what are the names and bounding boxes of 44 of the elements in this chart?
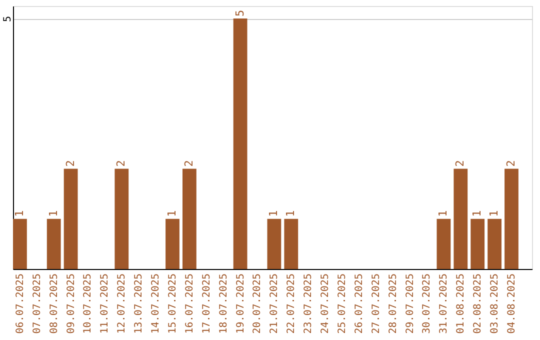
x-tick-label: 23.07.2025 (303, 274, 314, 334)
data-label: 5 (233, 10, 246, 17)
data-label: 1 (488, 210, 501, 217)
x-tick-label: 10.07.2025 (82, 274, 94, 334)
x-tick-label: 18.07.2025 (218, 274, 230, 334)
x-tick-label: 17.07.2025 (201, 274, 212, 334)
x-tick-label: 07.07.2025 (32, 274, 43, 334)
data-label: 1 (470, 210, 484, 217)
data-label: 1 (165, 210, 178, 217)
x-tick-label: 22.07.2025 (286, 274, 298, 334)
data-label: 2 (454, 160, 467, 167)
x-tick-label: 04.08.2025 (506, 274, 518, 334)
x-tick-label: 27.07.2025 (370, 274, 382, 334)
data-label: 2 (114, 160, 128, 167)
x-tick-label: 26.07.2025 (354, 274, 365, 334)
x-tick-label: 31.07.2025 (438, 274, 450, 334)
x-tick-label: 30.07.2025 (422, 274, 433, 334)
x-tick-label: 14.07.2025 (150, 274, 162, 334)
x-tick-label: 09.07.2025 (66, 274, 77, 334)
data-label: 2 (64, 160, 77, 167)
x-tick-label: 28.07.2025 (388, 274, 399, 334)
x-tick-label: 12.07.2025 (116, 274, 128, 334)
data-label: 1 (284, 210, 298, 217)
data-label: 1 (12, 210, 26, 217)
x-tick-label: 01.08.2025 (456, 274, 467, 334)
x-tick-label: 29.07.2025 (404, 274, 416, 334)
x-tick-label: 16.07.2025 (184, 274, 196, 334)
x-tick-label: 02.08.2025 (472, 274, 484, 334)
x-tick-label: 25.07.2025 (336, 274, 348, 334)
data-label: 1 (267, 210, 280, 217)
x-tick-label: 13.07.2025 (134, 274, 145, 334)
x-tick-label: 21.07.2025 (269, 274, 280, 334)
x-tick-label: 24.07.2025 (320, 274, 332, 334)
x-tick-label: 03.08.2025 (490, 274, 501, 334)
x-tick-label: 11.07.2025 (100, 274, 111, 334)
data-label: 1 (436, 210, 450, 217)
x-tick-label: 08.07.2025 (48, 274, 60, 334)
data-label: 1 (46, 210, 60, 217)
x-tick-label: 15.07.2025 (167, 274, 178, 334)
x-tick-label: 06.07.2025 (14, 274, 26, 334)
x-tick-label: 19.07.2025 (235, 274, 246, 334)
data-label: 2 (182, 160, 196, 167)
data-label: 2 (504, 160, 518, 167)
x-tick-label: 20.07.2025 (252, 274, 264, 334)
